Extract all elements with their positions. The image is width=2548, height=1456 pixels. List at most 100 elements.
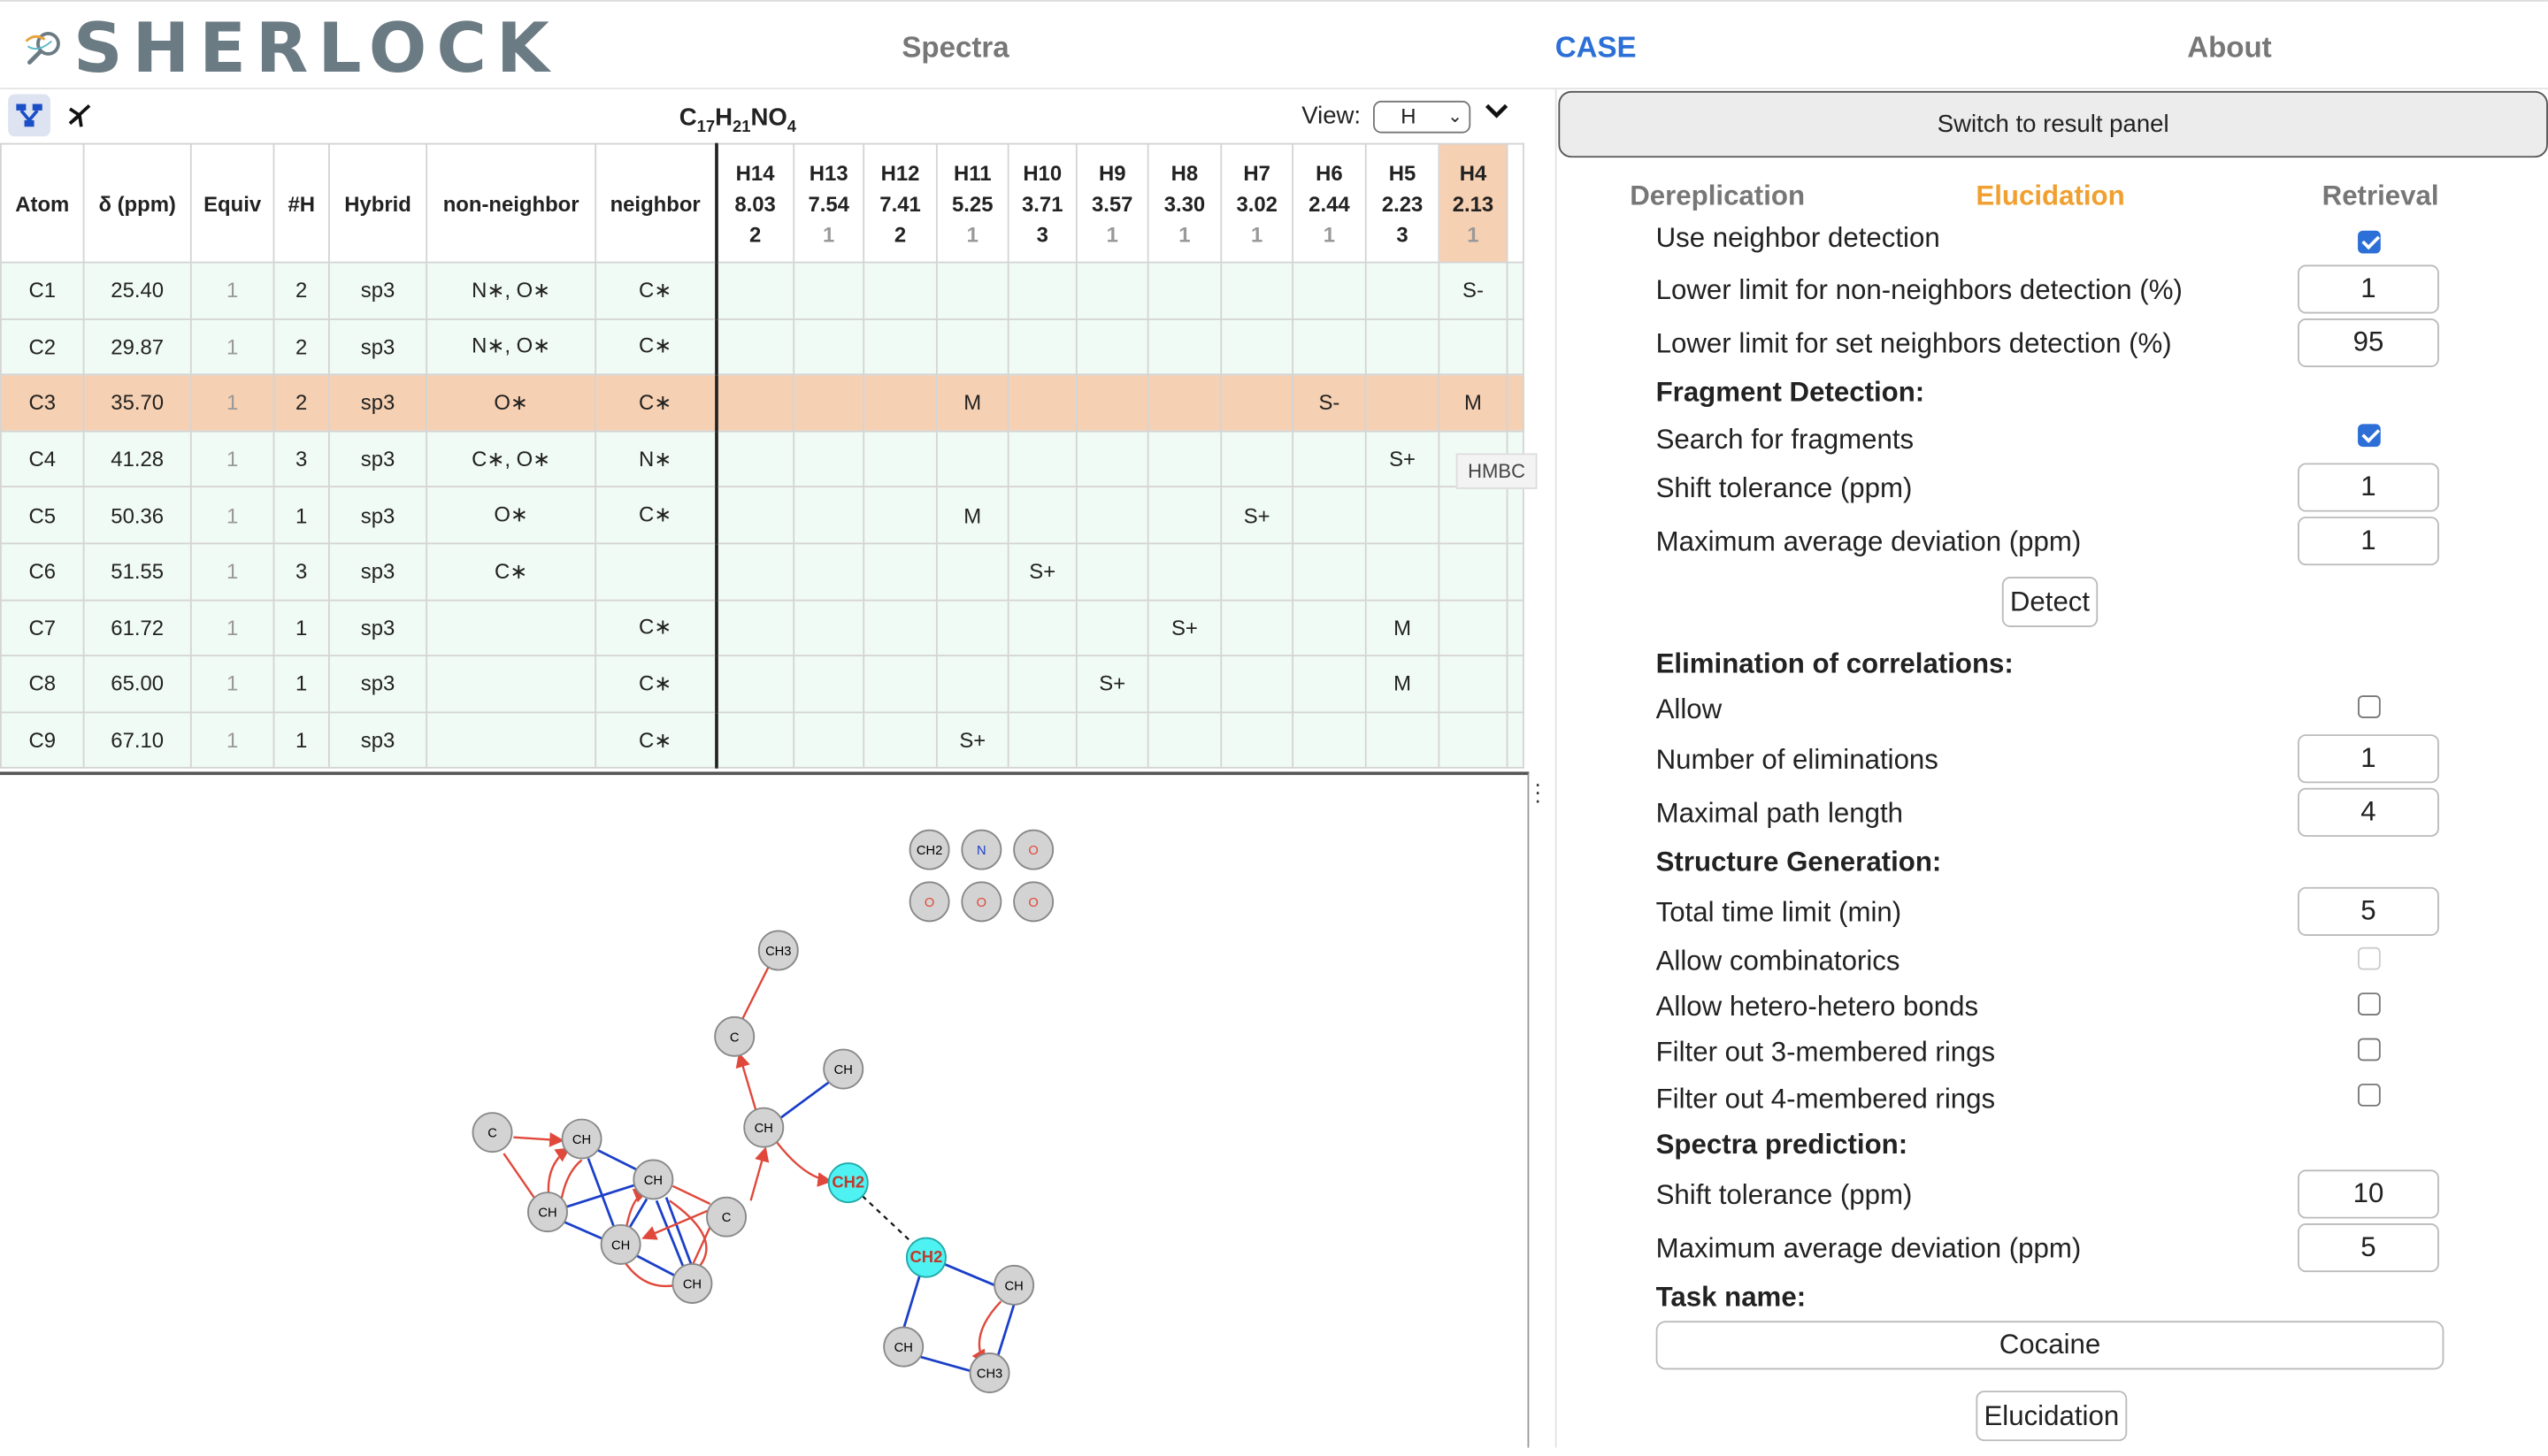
fragment-shift-tolerance-input[interactable]: 1 [2298, 463, 2439, 512]
correlation-cell[interactable] [1147, 711, 1223, 770]
correlation-cell[interactable]: S- [1438, 261, 1508, 320]
correlation-cell[interactable]: S+ [1007, 542, 1078, 601]
correlation-cell[interactable] [715, 430, 795, 488]
correlation-cell[interactable] [1007, 430, 1078, 488]
correlation-cell[interactable] [863, 486, 938, 545]
correlation-cell[interactable] [1438, 598, 1508, 657]
correlation-cell[interactable] [1075, 261, 1149, 320]
correlation-cell[interactable]: M [1364, 598, 1440, 657]
col-h-h14[interactable]: H14 8.03 2 [715, 142, 795, 264]
col-h-h5[interactable]: H5 2.23 3 [1364, 142, 1440, 264]
correlation-cell[interactable] [1364, 261, 1440, 320]
col-equiv[interactable]: Equiv [189, 142, 275, 264]
correlation-cell[interactable]: M [1438, 373, 1508, 433]
correlation-cell[interactable] [935, 598, 1009, 657]
col-h-h8[interactable]: H8 3.30 1 [1147, 142, 1223, 264]
max-path-length-input[interactable]: 4 [2298, 787, 2439, 837]
table-row[interactable]: C2 29.87 1 2 sp3 N∗, O∗ C∗ [0, 318, 1524, 376]
correlation-cell[interactable] [1292, 542, 1367, 601]
prediction-shift-tolerance-input[interactable]: 10 [2298, 1169, 2439, 1219]
correlation-cell[interactable] [1075, 486, 1149, 545]
correlation-cell[interactable] [1007, 486, 1078, 545]
tab-dereplication[interactable]: Dereplication [1630, 180, 1806, 211]
nonneighbor-limit-input[interactable]: 1 [2298, 264, 2439, 314]
correlation-cell[interactable] [1220, 711, 1294, 770]
correlation-cell[interactable] [1075, 430, 1149, 488]
task-name-input[interactable]: Cocaine [1655, 1321, 2444, 1370]
correlation-cell[interactable] [863, 711, 938, 770]
correlation-cell[interactable] [715, 542, 795, 601]
correlation-cell[interactable] [1220, 430, 1294, 488]
correlation-cell[interactable] [1364, 373, 1440, 433]
correlation-cell[interactable] [1220, 542, 1294, 601]
setneighbor-limit-input[interactable]: 95 [2298, 318, 2439, 368]
search-fragments-checkbox[interactable] [2358, 424, 2381, 448]
table-row[interactable]: C1 25.40 1 2 sp3 N∗, O∗ C∗ S- [0, 261, 1524, 320]
correlation-cell[interactable] [935, 542, 1009, 601]
correlation-cell[interactable] [715, 655, 795, 713]
col-h-h11[interactable]: H11 5.25 1 [935, 142, 1009, 264]
correlation-cell[interactable] [863, 542, 938, 601]
nav-spectra[interactable]: Spectra [902, 30, 1009, 64]
correlation-cell[interactable] [793, 373, 865, 433]
correlation-cell[interactable] [793, 542, 865, 601]
correlation-cell[interactable] [1147, 373, 1223, 433]
filter-3-rings-checkbox[interactable] [2358, 1038, 2381, 1061]
correlation-cell[interactable] [863, 655, 938, 713]
correlation-cell[interactable] [1007, 318, 1078, 376]
time-limit-input[interactable]: 5 [2298, 886, 2439, 936]
correlation-cell[interactable] [793, 486, 865, 545]
correlation-cell[interactable] [863, 430, 938, 488]
correlation-cell[interactable] [1220, 261, 1294, 320]
correlation-cell[interactable]: M [935, 486, 1009, 545]
col-nh[interactable]: #H [272, 142, 330, 264]
correlation-cell[interactable] [793, 598, 865, 657]
col-h-h6[interactable]: H6 2.44 1 [1292, 142, 1367, 264]
correlation-cell[interactable] [1438, 486, 1508, 545]
col-hybrid[interactable]: Hybrid [328, 142, 428, 264]
correlation-cell[interactable] [1364, 486, 1440, 545]
tab-elucidation[interactable]: Elucidation [1976, 180, 2125, 211]
correlation-cell[interactable] [715, 598, 795, 657]
correlation-cell[interactable]: S+ [1147, 598, 1223, 657]
correlation-cell[interactable] [715, 486, 795, 545]
tab-retrieval[interactable]: Retrieval [2322, 180, 2439, 211]
graph-nodes[interactable]: CH2 N O O O O CH3 C CH CH CH2 CH2 CH CH … [472, 829, 1055, 1393]
correlation-cell[interactable] [1220, 318, 1294, 376]
correlation-cell[interactable] [1147, 542, 1223, 601]
table-row[interactable]: C9 67.10 1 1 sp3 C∗ S+ [0, 711, 1524, 770]
correlation-cell[interactable] [935, 318, 1009, 376]
correlation-cell[interactable] [1075, 373, 1149, 433]
table-row[interactable]: C3 35.70 1 2 sp3 O∗ C∗ M S- M [0, 373, 1524, 433]
col-h-h9[interactable]: H9 3.57 1 [1075, 142, 1149, 264]
detect-button[interactable]: Detect [2001, 577, 2099, 627]
correlation-cell[interactable] [1292, 430, 1367, 488]
correlation-cell[interactable] [1007, 655, 1078, 713]
nav-about[interactable]: About [2187, 30, 2272, 64]
col-atom[interactable]: Atom [0, 142, 85, 264]
correlation-cell[interactable] [1075, 711, 1149, 770]
correlation-cell[interactable] [935, 655, 1009, 713]
correlation-cell[interactable]: M [1364, 655, 1440, 713]
correlation-graph-canvas[interactable]: CH2 N O O O O CH3 C CH CH CH2 CH2 CH CH … [0, 775, 1527, 1447]
switch-result-panel-button[interactable]: Switch to result panel [1558, 90, 2548, 158]
correlation-cell[interactable] [1292, 655, 1367, 713]
table-row[interactable]: C7 61.72 1 1 sp3 C∗ S+ M [0, 598, 1524, 657]
correlation-cell[interactable] [1292, 318, 1367, 376]
col-h-h12[interactable]: H12 7.41 2 [863, 142, 938, 264]
correlation-cell[interactable] [715, 373, 795, 433]
col-h-h4[interactable]: H4 2.13 1 [1438, 142, 1508, 264]
correlation-cell[interactable] [863, 261, 938, 320]
correlation-cell[interactable] [1364, 711, 1440, 770]
correlation-cell[interactable]: S+ [1364, 430, 1440, 488]
correlation-cell[interactable] [863, 598, 938, 657]
correlation-cell[interactable] [1292, 711, 1367, 770]
table-row[interactable]: C4 41.28 1 3 sp3 C∗, O∗ N∗ S+ [0, 430, 1524, 488]
correlation-cell[interactable] [715, 318, 795, 376]
table-row[interactable]: C6 51.55 1 3 sp3 C∗ S+ [0, 542, 1524, 601]
col-neighbor[interactable]: neighbor [595, 142, 718, 264]
graph-view-button[interactable] [8, 94, 50, 137]
correlation-cell[interactable] [715, 711, 795, 770]
correlation-cell[interactable] [1438, 655, 1508, 713]
num-eliminations-input[interactable]: 1 [2298, 734, 2439, 784]
